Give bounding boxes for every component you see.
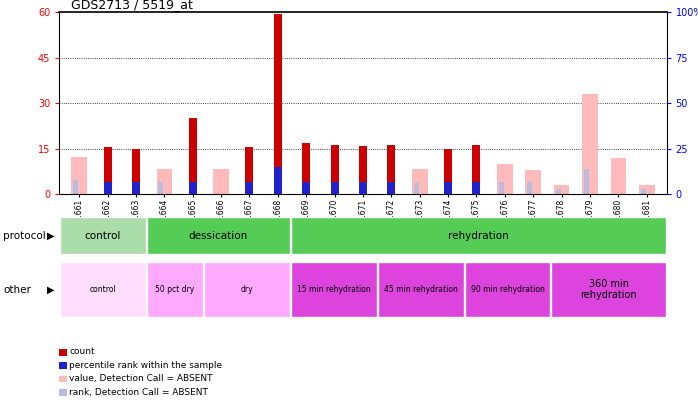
Bar — [331, 181, 339, 194]
Bar — [132, 181, 140, 194]
Bar — [188, 181, 197, 194]
Text: dry: dry — [241, 285, 253, 294]
Bar — [147, 217, 290, 254]
Bar — [554, 185, 570, 194]
Bar — [214, 169, 229, 194]
Bar — [291, 217, 666, 254]
Text: 45 min rehydration: 45 min rehydration — [384, 285, 458, 294]
Bar — [188, 119, 197, 194]
Bar — [359, 181, 367, 194]
Bar — [359, 147, 367, 194]
Bar — [499, 181, 504, 194]
Bar — [302, 181, 310, 194]
Bar — [246, 147, 253, 194]
Bar — [551, 262, 666, 317]
Bar — [526, 170, 541, 194]
Text: percentile rank within the sample: percentile rank within the sample — [69, 361, 223, 370]
Bar — [274, 14, 282, 194]
Bar — [556, 189, 560, 194]
Text: ▶: ▶ — [47, 231, 54, 241]
Text: dessication: dessication — [188, 231, 248, 241]
Text: rehydration: rehydration — [448, 231, 509, 241]
Bar — [103, 181, 112, 194]
Bar — [246, 181, 253, 194]
Bar — [639, 185, 655, 194]
Bar — [132, 149, 140, 194]
Bar — [378, 262, 463, 317]
Bar — [73, 180, 78, 194]
Bar — [147, 262, 203, 317]
Text: GDS2713 / 5519_at: GDS2713 / 5519_at — [71, 0, 193, 11]
Text: control: control — [84, 231, 121, 241]
Bar — [71, 157, 87, 194]
Text: value, Detection Call = ABSENT: value, Detection Call = ABSENT — [69, 374, 213, 383]
Bar — [291, 262, 377, 317]
Bar — [158, 181, 163, 194]
Text: other: other — [3, 285, 31, 294]
Bar — [156, 169, 172, 194]
Bar — [302, 143, 310, 194]
Bar — [497, 164, 512, 194]
Bar — [444, 181, 452, 194]
Bar — [611, 158, 626, 194]
Bar — [527, 181, 533, 194]
Text: rank, Detection Call = ABSENT: rank, Detection Call = ABSENT — [69, 388, 208, 396]
Text: 50 pct dry: 50 pct dry — [156, 285, 195, 294]
Bar — [274, 167, 282, 194]
Text: 360 min
rehydration: 360 min rehydration — [581, 279, 637, 301]
Bar — [103, 147, 112, 194]
Bar — [205, 262, 290, 317]
Bar — [387, 145, 395, 194]
Bar — [584, 169, 589, 194]
Bar — [331, 145, 339, 194]
Bar — [414, 183, 419, 194]
Bar — [387, 181, 395, 194]
Bar — [444, 149, 452, 194]
Bar — [60, 262, 145, 317]
Text: count: count — [69, 347, 95, 356]
Text: protocol: protocol — [3, 231, 46, 241]
Bar — [465, 262, 550, 317]
Bar — [641, 189, 646, 194]
Text: control: control — [89, 285, 116, 294]
Bar — [60, 217, 145, 254]
Text: 90 min rehydration: 90 min rehydration — [470, 285, 544, 294]
Bar — [473, 181, 480, 194]
Text: 15 min rehydration: 15 min rehydration — [297, 285, 371, 294]
Bar — [412, 169, 427, 194]
Text: ▶: ▶ — [47, 285, 54, 294]
Bar — [473, 145, 480, 194]
Bar — [582, 94, 597, 194]
